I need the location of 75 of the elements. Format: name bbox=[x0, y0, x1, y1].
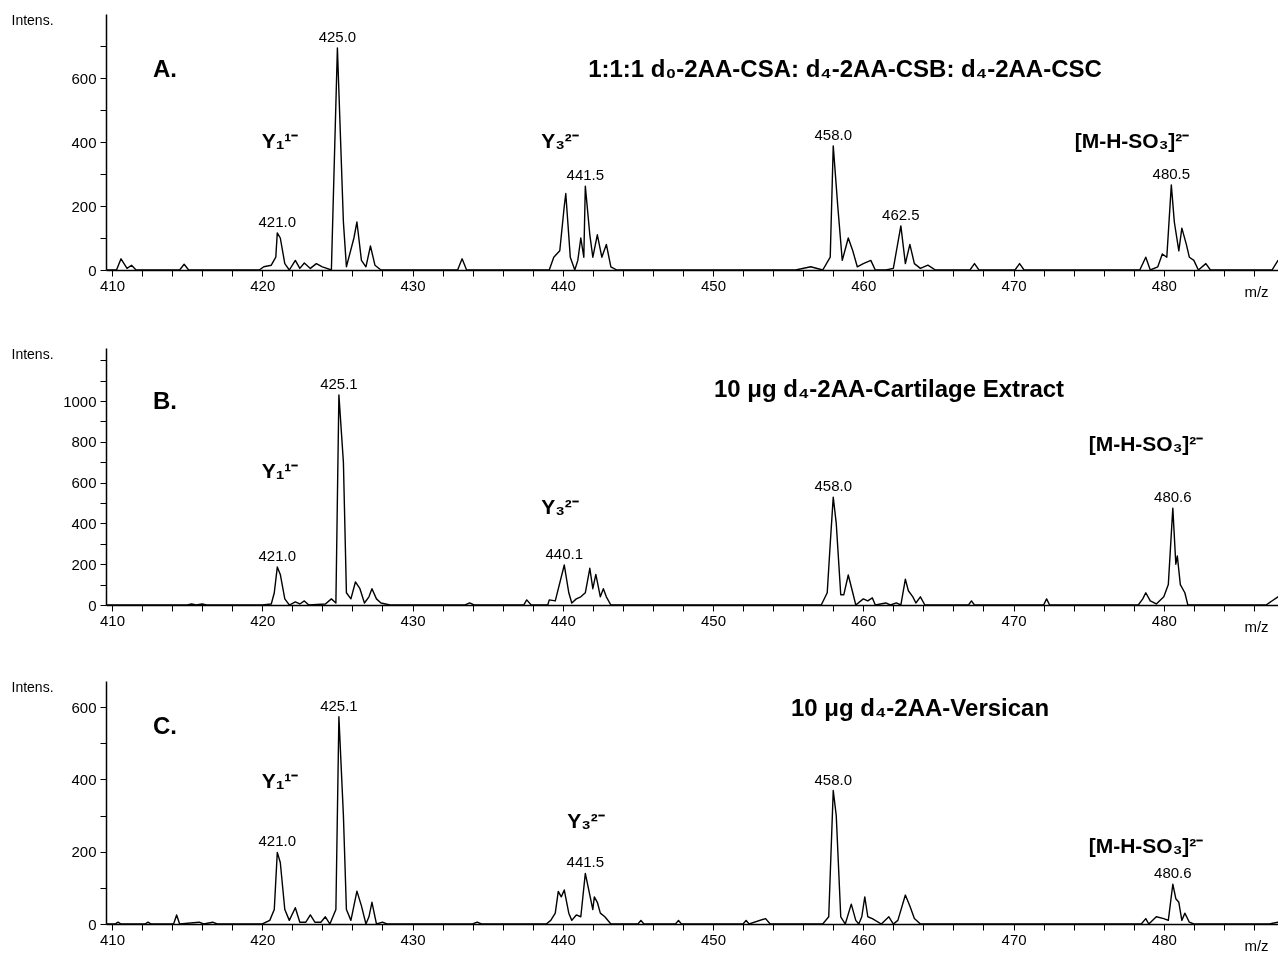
annotation: 425.0 bbox=[318, 27, 357, 45]
annotation: 441.5 bbox=[566, 853, 605, 871]
annotation: Y₁¹⁻ bbox=[261, 459, 299, 482]
y-tick-label: 400 bbox=[71, 770, 97, 788]
annotation: 480.6 bbox=[1154, 864, 1192, 882]
x-tick-label: 450 bbox=[701, 276, 727, 294]
y-axis-title: Intens. bbox=[11, 678, 54, 695]
y-tick-label: 600 bbox=[71, 474, 97, 492]
annotation: 421.0 bbox=[258, 212, 297, 230]
y-tick-label: 0 bbox=[88, 915, 97, 933]
y-tick-label: 600 bbox=[71, 69, 97, 87]
annotation: Y₃²⁻ bbox=[567, 809, 605, 832]
annotation: A. bbox=[153, 55, 177, 82]
annotation: [M-H-SO₃]²⁻ bbox=[1088, 432, 1204, 455]
annotation: 458.0 bbox=[814, 770, 853, 788]
annotation: 441.5 bbox=[566, 166, 605, 184]
y-tick-label: 0 bbox=[88, 261, 97, 279]
x-tick-label: 430 bbox=[400, 611, 426, 629]
y-tick-label: 600 bbox=[71, 698, 97, 716]
annotation: Y₁¹⁻ bbox=[261, 129, 299, 152]
y-tick-label: 400 bbox=[71, 514, 97, 532]
annotation: 480.5 bbox=[1152, 164, 1191, 182]
annotation: 421.0 bbox=[258, 832, 297, 850]
x-tick-label: 430 bbox=[400, 276, 426, 294]
annotation: 458.0 bbox=[814, 477, 853, 495]
x-tick-label: 480 bbox=[1151, 930, 1177, 948]
x-tick-label: 410 bbox=[99, 930, 126, 948]
annotation: B. bbox=[153, 387, 177, 414]
x-axis-title: m/z bbox=[1244, 282, 1269, 300]
y-tick-label: 0 bbox=[88, 596, 97, 614]
y-tick-label: 200 bbox=[71, 843, 97, 861]
x-tick-label: 430 bbox=[400, 930, 426, 948]
annotation: [M-H-SO₃]²⁻ bbox=[1074, 129, 1190, 152]
text: 10 μg d₄-2AA-Cartilage Extract bbox=[713, 375, 1065, 402]
x-tick-label: 420 bbox=[250, 611, 276, 629]
x-tick-label: 410 bbox=[99, 276, 126, 294]
x-tick-label: 420 bbox=[250, 276, 276, 294]
annotation: 440.1 bbox=[545, 545, 584, 563]
x-tick-label: 440 bbox=[550, 930, 576, 948]
x-tick-label: 480 bbox=[1151, 611, 1177, 629]
annotation: 425.1 bbox=[320, 374, 358, 392]
y-axis-title: Intens. bbox=[11, 11, 54, 28]
x-tick-label: 450 bbox=[701, 930, 727, 948]
annotation: 421.0 bbox=[258, 547, 297, 565]
text: 1:1:1 d₀-2AA-CSA: d₄-2AA-CSB: d₄-2AA-CSC bbox=[588, 55, 1102, 82]
text: 10 μg d₄-2AA-Versican bbox=[790, 694, 1050, 721]
x-tick-label: 470 bbox=[1001, 930, 1027, 948]
annotation: 425.1 bbox=[320, 696, 358, 714]
x-tick-label: 460 bbox=[851, 276, 877, 294]
annotation: 458.0 bbox=[814, 125, 853, 143]
x-tick-label: 450 bbox=[701, 611, 727, 629]
y-tick-label: 1000 bbox=[63, 392, 97, 410]
annotation: [M-H-SO₃]²⁻ bbox=[1088, 834, 1204, 857]
x-tick-label: 460 bbox=[851, 611, 877, 629]
annotation: 480.6 bbox=[1154, 488, 1192, 506]
x-axis-title: m/z bbox=[1244, 617, 1269, 635]
x-tick-label: 470 bbox=[1001, 611, 1027, 629]
x-tick-label: 410 bbox=[99, 611, 126, 629]
annotation: Y₁¹⁻ bbox=[261, 769, 299, 792]
y-tick-label: 200 bbox=[71, 555, 97, 573]
annotation: 462.5 bbox=[882, 205, 920, 223]
y-tick-label: 800 bbox=[71, 433, 97, 451]
x-tick-label: 470 bbox=[1001, 276, 1027, 294]
y-tick-label: 200 bbox=[71, 197, 97, 215]
annotation: Y₃²⁻ bbox=[541, 495, 579, 518]
annotation: C. bbox=[153, 712, 177, 739]
x-tick-label: 440 bbox=[550, 276, 576, 294]
x-tick-label: 440 bbox=[550, 611, 576, 629]
x-axis-title: m/z bbox=[1244, 936, 1269, 954]
x-tick-label: 480 bbox=[1151, 276, 1177, 294]
y-tick-label: 400 bbox=[71, 133, 97, 151]
x-tick-label: 460 bbox=[851, 930, 877, 948]
x-tick-label: 420 bbox=[250, 930, 276, 948]
y-axis-title: Intens. bbox=[11, 345, 54, 362]
annotation: Y₃²⁻ bbox=[541, 129, 579, 152]
